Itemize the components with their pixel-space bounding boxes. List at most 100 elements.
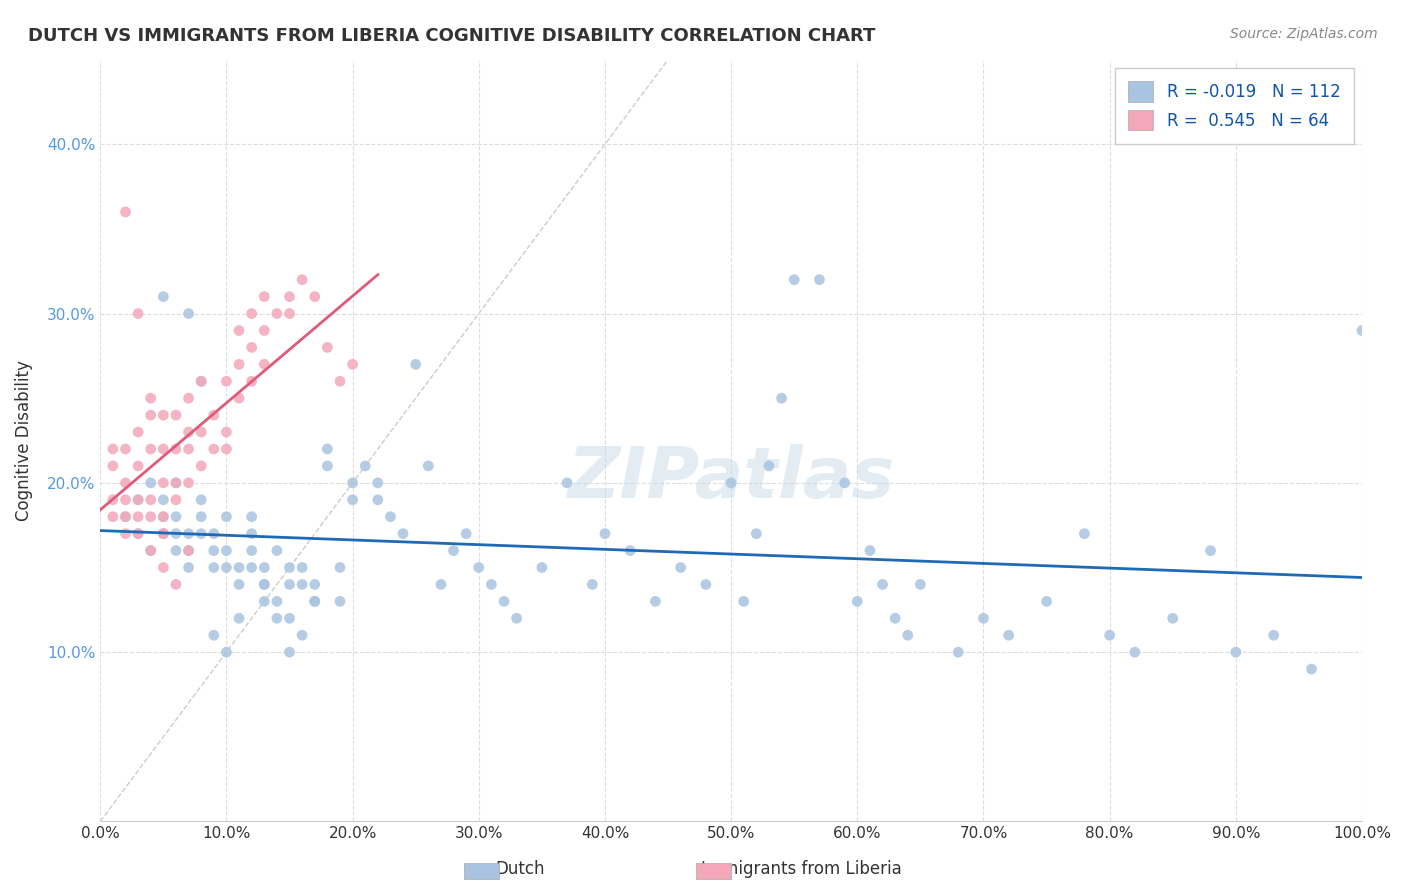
Point xyxy=(202,442,225,456)
Point xyxy=(114,526,136,541)
Point xyxy=(101,442,124,456)
Point xyxy=(367,475,389,490)
Point xyxy=(745,526,768,541)
Point xyxy=(329,594,352,608)
Point xyxy=(240,374,263,388)
Point xyxy=(177,543,200,558)
Point xyxy=(228,391,250,405)
Point xyxy=(152,475,174,490)
Point xyxy=(165,442,187,456)
Point xyxy=(152,526,174,541)
Point xyxy=(127,425,149,439)
Point xyxy=(997,628,1019,642)
Point xyxy=(253,290,276,304)
Point xyxy=(380,509,402,524)
Point xyxy=(972,611,994,625)
Point xyxy=(278,577,301,591)
Point xyxy=(139,408,162,422)
Point xyxy=(695,577,717,591)
Point xyxy=(910,577,932,591)
Point xyxy=(202,526,225,541)
Point xyxy=(316,442,339,456)
Point xyxy=(114,205,136,219)
Point xyxy=(139,492,162,507)
Point xyxy=(443,543,465,558)
Point xyxy=(240,509,263,524)
Point xyxy=(530,560,553,574)
Point xyxy=(240,526,263,541)
Point xyxy=(316,340,339,354)
Point xyxy=(215,543,238,558)
Point xyxy=(846,594,869,608)
Point xyxy=(948,645,970,659)
Point xyxy=(139,543,162,558)
Point xyxy=(165,475,187,490)
Point xyxy=(1263,628,1285,642)
Point xyxy=(430,577,453,591)
Point xyxy=(215,509,238,524)
Point xyxy=(127,526,149,541)
Point xyxy=(304,594,326,608)
Point xyxy=(190,425,212,439)
Point xyxy=(266,307,288,321)
Point xyxy=(253,577,276,591)
Point xyxy=(152,560,174,574)
Point xyxy=(114,492,136,507)
Point xyxy=(253,594,276,608)
Point xyxy=(859,543,882,558)
Point xyxy=(152,442,174,456)
Point xyxy=(139,543,162,558)
Point xyxy=(354,458,377,473)
Point xyxy=(101,458,124,473)
Text: DUTCH VS IMMIGRANTS FROM LIBERIA COGNITIVE DISABILITY CORRELATION CHART: DUTCH VS IMMIGRANTS FROM LIBERIA COGNITI… xyxy=(28,27,876,45)
Point xyxy=(228,560,250,574)
Point xyxy=(278,290,301,304)
Point xyxy=(278,645,301,659)
Point xyxy=(177,526,200,541)
Point xyxy=(1301,662,1323,676)
Point xyxy=(505,611,527,625)
Point xyxy=(1161,611,1184,625)
Point xyxy=(253,560,276,574)
Point xyxy=(555,475,578,490)
Point xyxy=(304,577,326,591)
Point xyxy=(897,628,920,642)
Text: Immigrants from Liberia: Immigrants from Liberia xyxy=(702,860,901,878)
Point xyxy=(177,442,200,456)
Point xyxy=(291,273,314,287)
Point xyxy=(127,526,149,541)
Point xyxy=(190,458,212,473)
Point xyxy=(492,594,515,608)
Point xyxy=(468,560,491,574)
Point xyxy=(872,577,894,591)
Point xyxy=(367,492,389,507)
Point xyxy=(1098,628,1121,642)
Point xyxy=(619,543,641,558)
Point xyxy=(291,577,314,591)
Point xyxy=(127,458,149,473)
Point xyxy=(342,357,364,371)
Point xyxy=(733,594,755,608)
Point xyxy=(165,475,187,490)
Point xyxy=(770,391,793,405)
Point xyxy=(215,645,238,659)
Point xyxy=(202,560,225,574)
Point xyxy=(278,560,301,574)
Point xyxy=(253,323,276,337)
Point xyxy=(278,307,301,321)
Point xyxy=(644,594,666,608)
Point xyxy=(1123,645,1146,659)
Point xyxy=(240,560,263,574)
Point xyxy=(114,442,136,456)
Point xyxy=(152,526,174,541)
Point xyxy=(152,509,174,524)
Point xyxy=(291,628,314,642)
Point xyxy=(342,492,364,507)
Point xyxy=(593,526,616,541)
Point xyxy=(127,492,149,507)
Point xyxy=(278,611,301,625)
Point xyxy=(418,458,440,473)
Point xyxy=(808,273,831,287)
Point xyxy=(177,543,200,558)
Point xyxy=(177,307,200,321)
